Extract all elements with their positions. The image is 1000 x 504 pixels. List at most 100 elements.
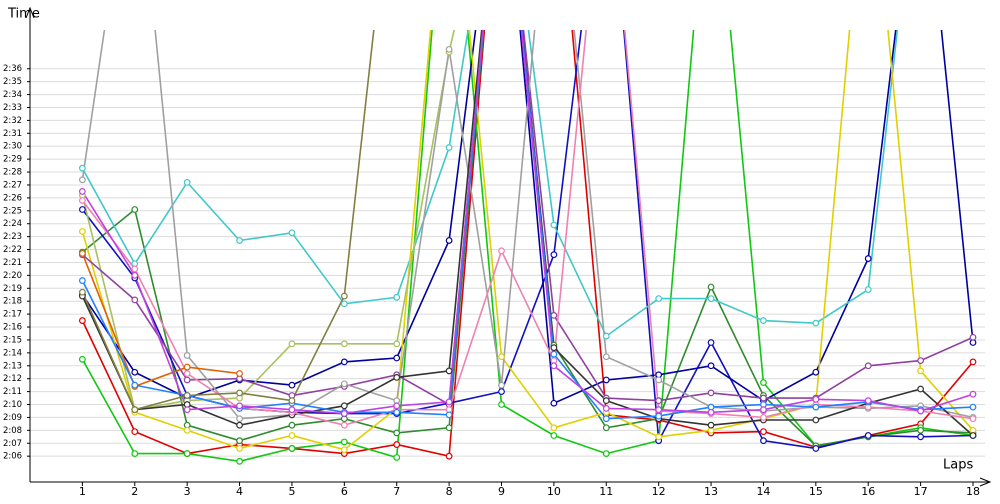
point [864,432,872,439]
point [78,197,86,204]
point [78,176,86,184]
point [183,370,191,377]
point [812,395,820,403]
y-tick-label: 2:19 [3,284,22,294]
point [550,312,558,319]
series-line [81,30,974,415]
point [393,354,401,362]
point [602,332,610,340]
point [707,283,715,291]
point [183,392,191,399]
point [340,380,348,388]
y-tick-label: 2:26 [3,193,22,203]
point [78,228,86,235]
series-line [81,30,455,411]
point [445,452,453,460]
point [707,339,715,346]
y-tick-label: 2:11 [3,387,22,397]
y-tick-label: 2:24 [3,219,22,229]
point [393,454,401,461]
point [602,415,610,423]
point [707,362,715,370]
x-tick-label: 1 [79,485,86,498]
point [760,317,767,324]
point [812,445,820,452]
point [760,379,767,386]
point [131,450,139,457]
point [917,385,925,393]
point [707,295,715,303]
point [969,415,977,423]
point [288,406,296,414]
point [969,432,977,439]
y-tick-label: 2:25 [3,206,22,216]
point [602,397,610,405]
point [236,437,243,445]
point [131,296,139,304]
point [655,406,663,414]
point [864,255,872,262]
point [288,229,296,237]
x-tick-label: 16 [861,485,875,498]
point [78,288,86,296]
point [236,389,243,397]
point [288,397,296,405]
series-line [81,30,974,427]
point [78,277,86,284]
y-tick-label: 2:28 [3,168,22,178]
y-tick-label: 2:13 [3,361,22,371]
point [655,412,663,420]
y-axis-label: Time [7,7,40,22]
point [498,401,505,408]
point [602,376,610,384]
point [917,433,925,441]
y-tick-label: 2:07 [3,439,22,449]
point [236,370,243,377]
y-tick-label: 2:22 [3,245,22,255]
point [236,402,243,410]
series-line [81,30,974,405]
y-tick-label: 2:31 [3,129,22,139]
point [393,402,401,410]
point [340,292,348,300]
point [183,426,191,434]
point [131,271,139,279]
point [236,415,243,423]
point [445,424,453,432]
point [760,428,767,436]
point [707,421,715,429]
point [340,300,348,308]
x-axis-label: Laps [943,458,973,473]
point [655,433,663,441]
point [236,457,243,465]
y-tick-label: 2:21 [3,258,22,268]
point [288,421,296,429]
point [393,340,401,348]
point [550,251,558,259]
point [183,178,191,186]
x-tick-label: 7 [393,485,400,498]
point [655,397,663,405]
point [131,428,139,436]
y-tick-label: 2:18 [3,297,22,307]
x-tick-label: 5 [288,485,295,498]
x-tick-label: 14 [756,485,770,498]
point [340,358,348,366]
series-line [81,30,974,451]
x-tick-label: 13 [704,485,718,498]
series-line [81,30,974,420]
point [78,250,86,257]
y-tick-label: 2:23 [3,232,22,242]
point [445,144,453,151]
point [812,403,820,411]
x-tick-label: 11 [599,485,613,498]
point [655,295,663,303]
x-axis-arrow [979,477,992,487]
point [864,397,872,405]
point [917,367,925,375]
point [550,344,558,352]
y-tick-label: 2:29 [3,155,22,165]
point [131,381,139,389]
y-tick-label: 2:30 [3,142,22,152]
